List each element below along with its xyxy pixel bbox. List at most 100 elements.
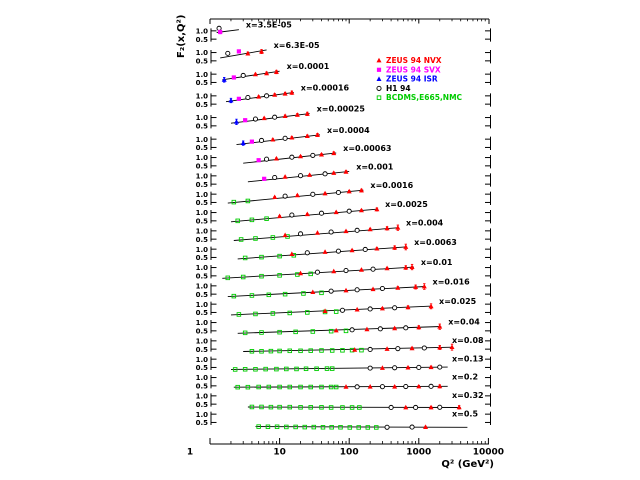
x-bin-row: 1.00.5 x=0.016 [196,278,491,299]
tick-label: 0.5 [196,419,209,427]
nvx-data-point [379,305,385,311]
nvx-point-marker [314,132,320,137]
h1-point-marker [367,365,373,371]
ft-point-marker [225,275,231,281]
y-axis-title: F₂(x,Q²) [176,15,187,58]
svx-point-marker [236,49,241,54]
h1-data-point [367,346,373,353]
nvx-data-point [423,424,429,429]
ft-point-marker [256,384,261,390]
svx-data-point [236,96,241,101]
ft-point-marker [249,349,255,354]
nvx-point-marker [346,188,352,194]
ft-point-marker [238,237,244,242]
tick-label: 0.5 [196,162,209,170]
ft-point-marker [268,348,274,354]
ft-point-marker [302,424,308,430]
isr-data-point [228,97,234,104]
ft-data-point [310,329,316,334]
h1-point-marker [346,208,352,214]
ft-data-point [298,405,303,410]
qcd-fit-curve [227,286,426,298]
qcd-fit-curve [222,70,280,81]
h1-data-point [395,346,401,352]
y-subaxis-right [485,115,491,129]
y-subaxis-left: 1.00.5 [196,374,217,390]
h1-data-point [258,137,265,144]
svx-point-marker [249,139,255,144]
tick-label: 1.0 [196,374,209,382]
ft-data-point [277,348,282,354]
nvx-data-point [349,247,355,253]
nvx-data-point [405,304,411,310]
nvx-data-point [395,224,401,231]
ft-data-point [298,384,303,390]
nvx-data-point [403,243,409,251]
h1-data-point [413,404,419,411]
nvx-data-point [352,347,358,352]
y-subaxis-right [485,338,491,352]
nvx-data-point [437,323,443,330]
x-bin-row: 1.00.5 x=0.01 [196,258,491,280]
qcd-fit-curve [233,385,448,388]
tick-label: 0.5 [196,36,209,44]
legend-label-svx: ZEUS 94 SVX [386,65,441,74]
h1-point-marker [392,305,398,311]
h1-point-marker [298,173,304,179]
h1-point-marker [379,285,385,292]
ft-point-marker [356,425,361,430]
y-subaxis-right [485,393,491,407]
ft-point-marker [287,310,293,316]
ft-data-point [242,330,248,336]
ft-point-marker [277,384,282,390]
ft-point-marker [277,273,282,278]
nvx-point-marker [379,365,385,370]
isr-point-marker [376,76,382,81]
h1-point-marker [421,345,427,351]
h1-data-point [328,288,334,294]
h1-point-marker [437,364,443,370]
nvx-point-marker [298,270,304,276]
tick-label: 1.0 [196,114,209,122]
ft-data-point [329,425,334,430]
nvx-data-point [421,283,427,290]
h1-data-point [322,171,328,177]
ft-point-marker [284,366,289,372]
nvx-data-point [294,112,300,117]
nvx-point-marker [384,225,390,231]
y-subaxis-left: 1.00.5 [196,49,217,65]
nvx-data-point [282,113,288,118]
nvx-data-point [314,230,320,235]
tick-label: 1.0 [196,337,209,345]
ft-point-marker [263,366,268,372]
ft-point-marker [328,328,334,334]
ft-data-point [264,216,269,221]
h1-point-marker [379,384,385,390]
h1-point-marker [388,404,394,411]
nvx-point-marker [395,285,401,290]
nvx-point-marker [409,345,415,351]
h1-data-point [289,212,295,218]
nvx-data-point [409,263,415,271]
h1-point-marker [264,93,270,99]
ft-point-marker [249,293,255,298]
ft-point-marker [287,404,293,410]
tick-label: 0.5 [196,101,209,109]
nvx-data-point [289,251,295,257]
ft-data-point [298,348,303,354]
nvx-data-point [273,69,279,75]
h1-point-marker [252,116,259,122]
h1-point-marker [310,152,316,158]
h1-data-point [428,383,434,389]
y-subaxis-right [485,93,491,107]
nvx-data-point [416,324,422,330]
x-bin-label: x=0.5 [452,409,478,418]
ft-data-point [314,366,319,372]
x-bin-label: x=0.0001 [287,62,330,71]
nvx-data-point [343,169,349,174]
ft-point-marker [259,349,264,354]
qcd-fit-curve [230,305,433,316]
ft-data-point [277,384,282,390]
ft-data-point [328,384,334,390]
ft-data-point [303,366,309,372]
